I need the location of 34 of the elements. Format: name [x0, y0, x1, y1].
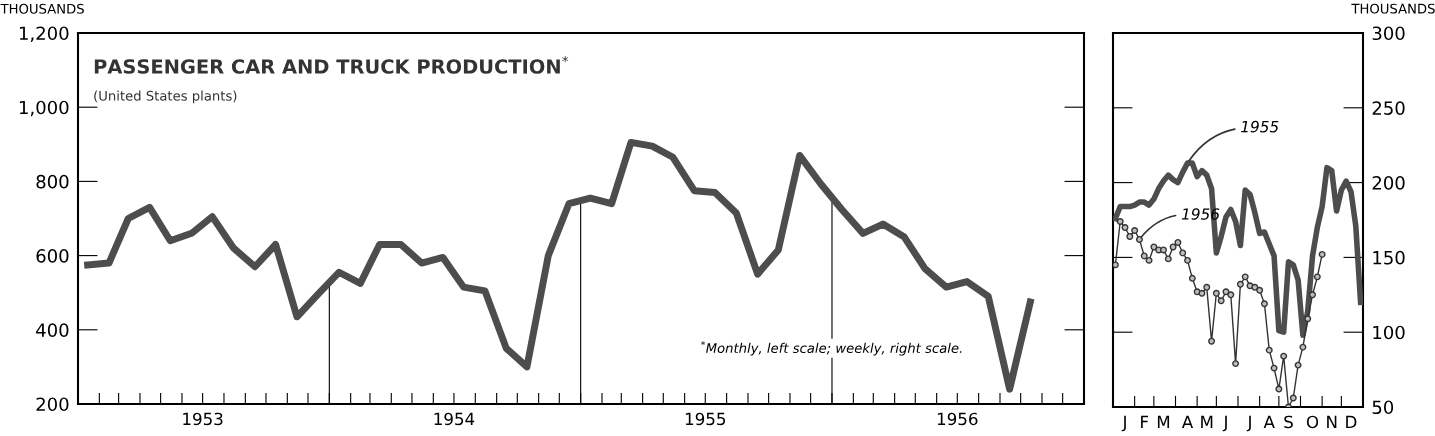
x-tick-label: M — [1157, 415, 1170, 428]
x-tick-label: 1956 — [937, 412, 978, 426]
text: PASSENGER CAR AND TRUCK PRODUCTION$^{*}$ — [94, 56, 569, 74]
x-tick-label: J — [1246, 415, 1251, 432]
y-tick-label: 1,000 — [19, 100, 69, 117]
x-tick-label: F — [1141, 415, 1149, 428]
text: (United States plants) — [94, 90, 237, 104]
y-tick-label: 300 — [1372, 26, 1405, 41]
y-tick-label: 200 — [36, 397, 69, 412]
y-tick-label: 150 — [1373, 250, 1405, 265]
x-tick-label: A — [1181, 415, 1194, 428]
y-tick-label: 600 — [36, 249, 69, 263]
x-tick-label: 1954 — [434, 412, 475, 426]
x-tick-label: M — [1201, 415, 1213, 428]
y-tick-label: 1,200 — [19, 26, 69, 42]
x-tick-label: N — [1327, 415, 1337, 428]
x-tick-label: S — [1284, 415, 1293, 429]
x-tick-label: J — [1121, 415, 1126, 432]
x-tick-label: J — [1222, 415, 1227, 432]
x-tick-label: A — [1263, 415, 1275, 428]
y-axis-title: THOUSANDS — [0, 3, 84, 14]
y-tick-label: 800 — [36, 174, 69, 189]
annotation: $^{*}$Monthly, left scale; weekly, right scale. — [700, 340, 962, 356]
x-tick-label: 1953 — [183, 412, 223, 426]
x-tick-label: O — [1306, 415, 1319, 429]
text: 1955 — [1241, 120, 1279, 133]
x-tick-label: D — [1346, 415, 1357, 428]
y-tick-label: 400 — [36, 323, 69, 337]
y-tick-label: 100 — [1373, 325, 1405, 340]
y-tick-label: 50 — [1372, 400, 1394, 415]
x-tick-label: 1955 — [685, 412, 726, 426]
y-tick-label: 250 — [1372, 101, 1405, 115]
y-axis-title: THOUSANDS — [1351, 3, 1435, 14]
y-tick-label: 200 — [1372, 176, 1405, 190]
